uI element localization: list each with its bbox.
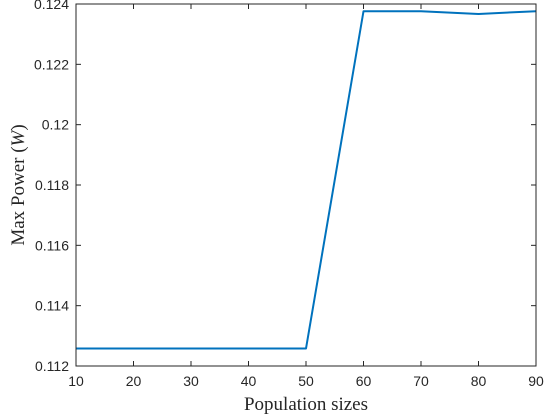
y-tick-label: 0.124 bbox=[34, 0, 69, 12]
x-tick-label: 30 bbox=[183, 373, 199, 389]
x-tick-label: 10 bbox=[68, 373, 84, 389]
y-tick-label: 0.114 bbox=[35, 298, 69, 314]
x-tick-label: 90 bbox=[528, 373, 544, 389]
y-tick-labels: 0.112 0.114 0.116 0.118 0.12 0.122 0.124 bbox=[34, 0, 69, 374]
x-tick-label: 50 bbox=[298, 373, 314, 389]
x-tick-label: 70 bbox=[413, 373, 429, 389]
series-layer bbox=[76, 10, 537, 350]
x-tick-label: 40 bbox=[241, 373, 257, 389]
plot-area-frame bbox=[75, 3, 537, 367]
x-tick-labels: 10 20 30 40 50 60 70 80 90 bbox=[68, 373, 544, 389]
x-tick-label: 20 bbox=[126, 373, 142, 389]
y-axis-label-suffix: ) bbox=[8, 124, 29, 130]
y-tick-label: 0.118 bbox=[35, 177, 69, 193]
y-tick-label: 0.12 bbox=[42, 117, 69, 133]
x-tick-label: 80 bbox=[471, 373, 487, 389]
y-tick-label: 0.116 bbox=[35, 237, 69, 253]
x-tick-label: 60 bbox=[356, 373, 372, 389]
y-tick-label: 0.122 bbox=[34, 56, 69, 72]
y-axis-label-unit: W bbox=[8, 128, 29, 146]
y-tick-label: 0.112 bbox=[35, 358, 69, 374]
series-line bbox=[76, 10, 537, 350]
y-axis-label: Max Power (W) bbox=[8, 124, 29, 245]
x-axis-label: Population sizes bbox=[244, 394, 368, 415]
y-axis-label-prefix: Max Power ( bbox=[8, 146, 29, 245]
